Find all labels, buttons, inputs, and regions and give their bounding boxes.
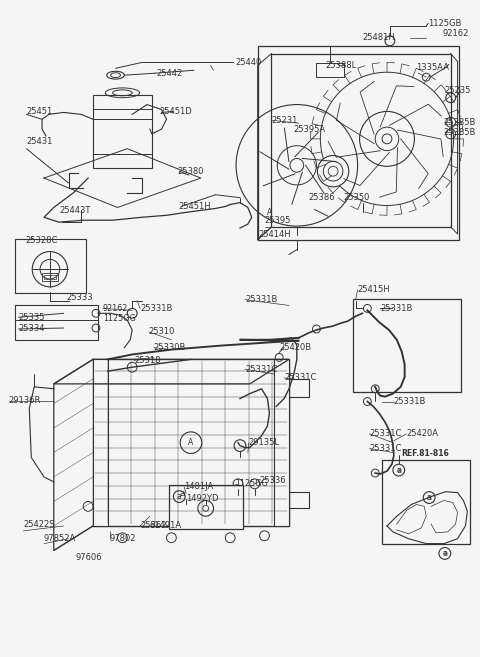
Text: 25333: 25333 xyxy=(67,293,93,302)
Bar xyxy=(316,64,344,77)
Circle shape xyxy=(423,491,435,503)
Text: 25318: 25318 xyxy=(134,356,161,365)
Text: 25331B: 25331B xyxy=(380,304,412,313)
Text: 25431: 25431 xyxy=(26,137,53,147)
Text: 1335AA: 1335AA xyxy=(416,63,449,72)
Text: 25451H: 25451H xyxy=(178,202,211,211)
Text: 25385B: 25385B xyxy=(444,127,476,137)
Text: 25331C: 25331C xyxy=(245,365,277,374)
Text: 29136R: 29136R xyxy=(9,396,41,405)
Text: A: A xyxy=(267,208,272,217)
Bar xyxy=(93,359,289,526)
Text: 25386: 25386 xyxy=(309,193,335,202)
Text: 1492YD: 1492YD xyxy=(186,494,218,503)
Text: 25422S: 25422S xyxy=(24,520,55,530)
Text: 25334: 25334 xyxy=(19,325,45,334)
Text: 25415H: 25415H xyxy=(358,285,390,294)
Text: 25235: 25235 xyxy=(445,86,471,95)
Text: 1125GG: 1125GG xyxy=(103,313,135,323)
Text: a: a xyxy=(396,466,401,474)
Text: 25331B: 25331B xyxy=(140,304,172,313)
Text: a: a xyxy=(177,492,181,501)
Text: a: a xyxy=(179,489,185,498)
Bar xyxy=(44,275,56,279)
Bar xyxy=(42,273,58,281)
Text: REF.81-816: REF.81-816 xyxy=(402,449,449,458)
Text: 97852A: 97852A xyxy=(44,534,76,543)
Text: 97606: 97606 xyxy=(75,553,102,562)
Text: 25481H: 25481H xyxy=(362,34,395,43)
Text: 25442: 25442 xyxy=(156,69,183,78)
Text: 25335: 25335 xyxy=(19,313,45,322)
Circle shape xyxy=(173,491,185,503)
Circle shape xyxy=(382,134,392,144)
Text: 61491A: 61491A xyxy=(150,522,182,530)
Bar xyxy=(382,461,470,543)
Text: 25385B: 25385B xyxy=(444,118,476,127)
Circle shape xyxy=(393,464,405,476)
Text: 29135L: 29135L xyxy=(249,438,280,447)
Text: 25331B: 25331B xyxy=(245,295,277,304)
Circle shape xyxy=(32,252,68,287)
Text: 25350: 25350 xyxy=(344,193,370,202)
Bar xyxy=(14,306,98,340)
Text: 97802: 97802 xyxy=(109,534,136,543)
Bar xyxy=(93,359,108,526)
Text: 25331B: 25331B xyxy=(394,397,426,406)
Text: 92162: 92162 xyxy=(443,28,469,37)
Text: 25336: 25336 xyxy=(260,476,286,486)
Circle shape xyxy=(180,432,202,453)
Text: 25310: 25310 xyxy=(149,327,175,336)
Text: a: a xyxy=(442,549,447,558)
Circle shape xyxy=(290,158,304,172)
Text: a: a xyxy=(443,551,447,556)
Circle shape xyxy=(127,362,137,372)
Bar xyxy=(169,485,243,529)
Bar xyxy=(274,359,289,526)
Text: 25388L: 25388L xyxy=(325,61,357,70)
Text: 1125GG: 1125GG xyxy=(235,480,268,488)
Text: 25362: 25362 xyxy=(140,522,167,530)
Text: 25443T: 25443T xyxy=(60,206,91,215)
Circle shape xyxy=(317,156,349,187)
Text: 25451D: 25451D xyxy=(160,107,192,116)
Text: 25380: 25380 xyxy=(177,167,204,175)
Text: a: a xyxy=(427,495,431,501)
Text: 1125GB: 1125GB xyxy=(428,19,462,28)
Text: 25331C: 25331C xyxy=(370,444,402,453)
Text: a: a xyxy=(427,493,432,502)
Bar xyxy=(93,95,152,168)
Text: 25395A: 25395A xyxy=(293,125,325,133)
Bar xyxy=(258,46,458,240)
Text: 25440: 25440 xyxy=(235,58,261,67)
Bar xyxy=(353,299,460,392)
Circle shape xyxy=(198,501,214,516)
Text: A: A xyxy=(188,438,193,447)
Text: 25331C: 25331C xyxy=(370,430,402,438)
Text: 25451: 25451 xyxy=(26,107,53,116)
Text: 1481JA: 1481JA xyxy=(184,482,214,491)
Text: 25231: 25231 xyxy=(271,116,298,125)
Text: 25330B: 25330B xyxy=(154,343,186,352)
Text: 25328C: 25328C xyxy=(25,237,58,245)
Circle shape xyxy=(234,440,246,451)
Text: a: a xyxy=(396,467,401,473)
Bar xyxy=(14,239,86,293)
Text: 25395: 25395 xyxy=(264,215,291,225)
Text: 25420A: 25420A xyxy=(407,430,439,438)
Text: 25414H: 25414H xyxy=(259,231,291,239)
Text: 25331C: 25331C xyxy=(284,373,316,382)
Circle shape xyxy=(439,547,451,559)
Text: 92162: 92162 xyxy=(103,304,128,313)
Text: 25420B: 25420B xyxy=(279,343,312,352)
